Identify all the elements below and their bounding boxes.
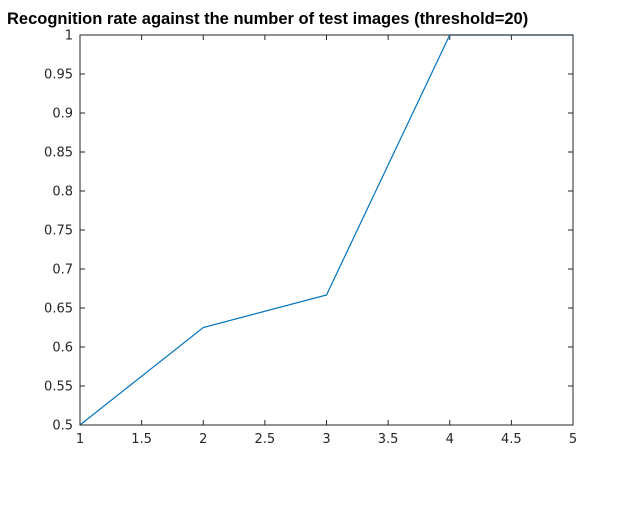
axes-box	[79, 34, 574, 426]
x-tick-label: 1.5	[131, 432, 152, 447]
x-tick-label: 4	[446, 432, 454, 447]
x-tick-label: 3.5	[378, 432, 399, 447]
y-tick-label: 0.95	[44, 68, 73, 83]
y-tick-label: 0.6	[52, 341, 73, 356]
x-tick-label: 5	[569, 432, 577, 447]
y-tick-label: 0.5	[52, 419, 73, 434]
chart-title: Recognition rate against the number of t…	[7, 10, 529, 28]
y-tick-label: 1	[65, 29, 73, 44]
x-tick-label: 4.5	[501, 432, 522, 447]
x-tick-label: 2.5	[255, 432, 276, 447]
y-tick-label: 0.65	[44, 302, 73, 317]
y-tick-label: 0.9	[52, 107, 73, 122]
y-tick-label: 0.55	[44, 380, 73, 395]
x-tick-label: 2	[199, 432, 207, 447]
x-tick-labels: 1 1.5 2 2.5 3 3.5 4 4.5 5	[76, 432, 577, 447]
y-tick-label: 0.85	[44, 146, 73, 161]
x-tick-label: 3	[322, 432, 330, 447]
y-tick-labels: 0.5 0.55 0.6 0.65 0.7 0.75 0.8 0.85 0.9 0.95 1	[44, 29, 73, 434]
y-tick-label: 0.8	[52, 185, 73, 200]
y-tick-label: 0.75	[44, 224, 73, 239]
y-tick-label: 0.7	[52, 263, 73, 278]
x-tick-label: 1	[76, 432, 84, 447]
